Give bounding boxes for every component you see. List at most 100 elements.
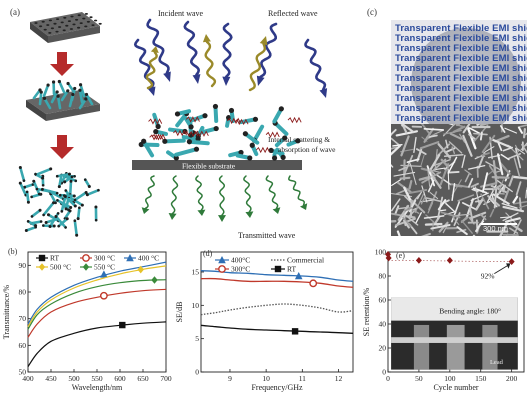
- legend-marker: [83, 263, 89, 271]
- legend-marker-group: [275, 266, 281, 272]
- sem-image: 300 nm: [391, 124, 527, 236]
- internal-scattering-label-2: absorption of wave: [278, 145, 336, 154]
- x-tick-label: 12: [335, 374, 343, 383]
- retention-annotation: 92%: [481, 271, 495, 280]
- panel-c-images: (c) Transparent Flexible EMI shielding f…: [363, 0, 531, 240]
- reflected-wave-arrows: [147, 34, 268, 90]
- y-tick-label: 0: [195, 368, 199, 377]
- panel-label-a: (a): [10, 7, 20, 17]
- legend-label: 400 °C: [138, 254, 159, 263]
- legend-label: RT: [287, 265, 297, 274]
- y-tick-label: 0: [382, 368, 386, 377]
- y-tick-label: 10: [192, 301, 200, 310]
- legend-marker-group: [39, 263, 45, 271]
- x-tick-label: 700: [160, 374, 172, 383]
- x-tick-label: 200: [506, 374, 518, 383]
- y-tick-label: 90: [19, 261, 27, 270]
- y-tick-label: 15: [192, 268, 200, 277]
- legend-label: Commercial: [287, 256, 324, 265]
- incident-wave-arrows: [135, 20, 327, 98]
- nanorod-network: [19, 166, 100, 237]
- x-tick-label: 11: [299, 374, 306, 383]
- process-arrow-1: [50, 52, 74, 76]
- legend-marker-group: [83, 263, 89, 271]
- process-arrow-2: [50, 135, 74, 159]
- series-marker-group: [310, 280, 316, 286]
- legend-marker-group: [219, 266, 225, 272]
- series-marker-group: [292, 328, 298, 334]
- inset-clamp-left: [414, 325, 429, 370]
- sem-scale-label: 300 nm: [483, 224, 508, 233]
- x-tick-label: 50: [415, 374, 423, 383]
- x-tick-label: 450: [45, 374, 57, 383]
- y-tick-label: 100: [375, 248, 387, 257]
- series-line-Commercial: [201, 304, 353, 315]
- y-tick-label: 40: [379, 320, 387, 329]
- sem-nanowires: [391, 124, 527, 236]
- series-marker: [292, 328, 298, 334]
- legend-marker: [219, 266, 225, 272]
- y-tick-label: 70: [19, 314, 27, 323]
- substrate-label: Flexible substrate: [182, 162, 236, 171]
- x-tick-label: 550: [91, 374, 103, 383]
- retention-point: [447, 257, 453, 264]
- legend-label: 300°C: [231, 265, 250, 274]
- series-marker: [151, 276, 157, 284]
- series-line-RT: [201, 325, 353, 333]
- panel-a-process: (a): [0, 0, 118, 240]
- legend-label: 400°C: [231, 256, 250, 265]
- template-with-nanorods: [26, 80, 100, 121]
- series-marker-group: [119, 322, 125, 328]
- panel-label-c: (c): [367, 7, 377, 17]
- x-tick-label: 600: [114, 374, 126, 383]
- legend-marker: [83, 255, 89, 261]
- inset-lead-label: Lead: [490, 359, 504, 366]
- legend-marker-group: [83, 255, 89, 261]
- legend-label: 500 °C: [50, 263, 71, 272]
- legend-marker: [275, 266, 281, 272]
- y-tick-label: 60: [19, 341, 27, 350]
- series-line-RT: [28, 322, 166, 367]
- x-tick-label: 0: [386, 374, 390, 383]
- annotation-arrow: [494, 265, 509, 274]
- series-line-300C: [28, 289, 166, 337]
- porous-template: [30, 12, 102, 43]
- reflected-wave-label: Reflected wave: [268, 9, 318, 18]
- x-tick-label: 10: [262, 374, 270, 383]
- y-tick-label: 60: [379, 296, 387, 305]
- x-tick-label: 650: [137, 374, 149, 383]
- transmitted-wave-label: Transmitted wave: [238, 231, 296, 240]
- x-tick-label: 9: [228, 374, 232, 383]
- series-line-550C: [28, 280, 166, 330]
- y-axis-label: Transmittance/%: [2, 284, 11, 339]
- y-tick-label: 5: [195, 334, 199, 343]
- inset-clamp-middle: [447, 325, 465, 370]
- process-diagram: [0, 0, 118, 240]
- x-tick-label: 150: [475, 374, 487, 383]
- legend-marker: [39, 255, 45, 261]
- series-marker: [119, 322, 125, 328]
- legend-marker-group: [39, 255, 45, 261]
- panel-label-b: (b): [8, 247, 18, 256]
- y-tick-label: 80: [379, 272, 387, 281]
- film-text-line: Transparent Flexible EMI shielding film: [395, 113, 527, 124]
- series-line-500C: [28, 266, 166, 327]
- panel-label-d: (d): [203, 249, 213, 258]
- y-axis-label: SE/dB: [175, 302, 184, 323]
- legend-label: 550 °C: [94, 263, 115, 272]
- inset-bending-label: Bending angle: 180°: [439, 306, 501, 315]
- x-axis-label: Wavelength/nm: [72, 383, 123, 392]
- schematic-nanorods: [139, 104, 301, 161]
- series-marker-group: [151, 276, 157, 284]
- y-tick-label: 20: [379, 344, 387, 353]
- retention-point: [416, 257, 422, 264]
- series-line-300C: [201, 279, 353, 288]
- y-axis-label: SE retention/%: [362, 287, 371, 336]
- shielding-schematic: Incident wave Reflected wave Flexible su…: [118, 0, 363, 240]
- y-tick-label: 80: [19, 288, 27, 297]
